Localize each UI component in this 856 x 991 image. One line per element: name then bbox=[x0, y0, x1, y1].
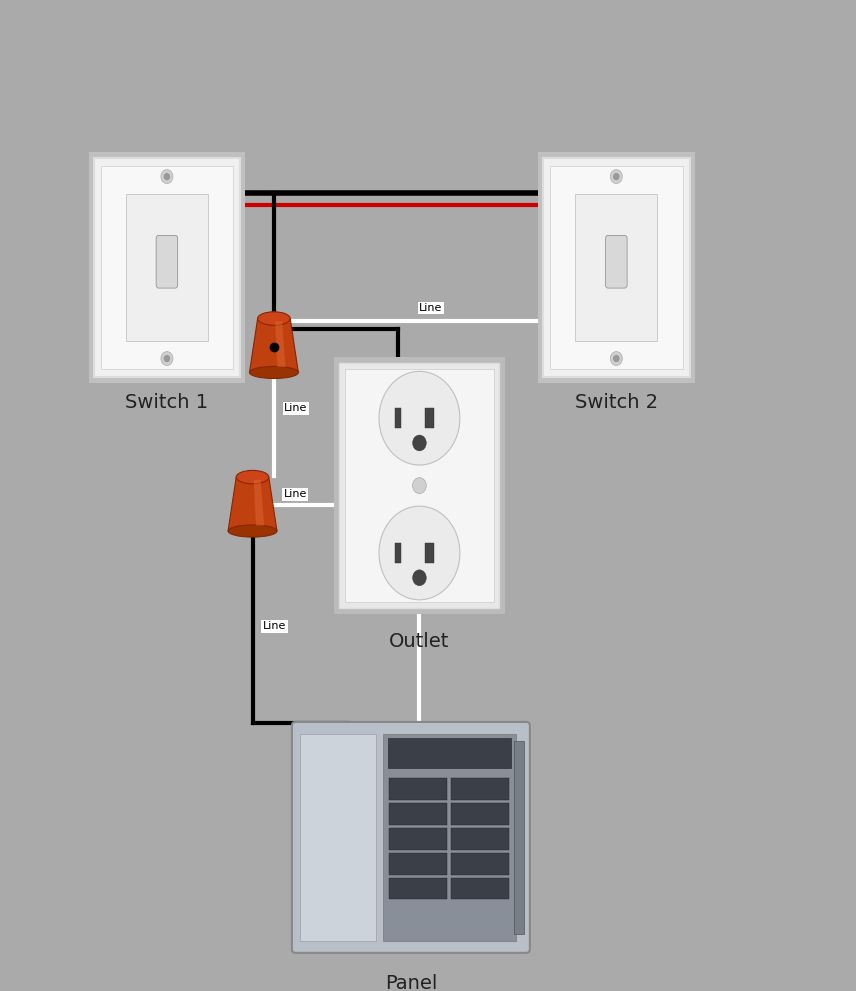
Polygon shape bbox=[228, 477, 277, 531]
Circle shape bbox=[413, 570, 426, 586]
Circle shape bbox=[379, 372, 460, 465]
Bar bbox=[395, 408, 401, 428]
Bar bbox=[425, 543, 433, 563]
Bar bbox=[126, 194, 208, 341]
Bar bbox=[425, 408, 433, 428]
FancyBboxPatch shape bbox=[543, 159, 689, 378]
Bar bbox=[451, 827, 509, 849]
Bar bbox=[389, 827, 448, 849]
Text: Switch 2: Switch 2 bbox=[574, 393, 658, 412]
Circle shape bbox=[614, 173, 619, 179]
Bar bbox=[389, 852, 448, 874]
Text: Line: Line bbox=[419, 303, 443, 313]
Circle shape bbox=[610, 169, 622, 183]
Text: Line: Line bbox=[283, 490, 307, 499]
FancyBboxPatch shape bbox=[89, 153, 245, 384]
Circle shape bbox=[164, 356, 169, 362]
Circle shape bbox=[413, 435, 426, 451]
Bar bbox=[389, 779, 448, 801]
Text: Outlet: Outlet bbox=[389, 632, 449, 651]
Bar bbox=[383, 733, 516, 941]
Bar bbox=[451, 779, 509, 801]
Circle shape bbox=[614, 356, 619, 362]
FancyBboxPatch shape bbox=[334, 358, 504, 613]
Circle shape bbox=[379, 506, 460, 600]
Bar bbox=[514, 741, 524, 934]
Bar bbox=[389, 878, 448, 900]
Polygon shape bbox=[275, 321, 286, 367]
FancyBboxPatch shape bbox=[605, 235, 627, 288]
Ellipse shape bbox=[228, 525, 277, 537]
Bar bbox=[101, 166, 233, 370]
Bar bbox=[300, 733, 376, 941]
FancyBboxPatch shape bbox=[538, 153, 694, 384]
FancyBboxPatch shape bbox=[94, 159, 240, 378]
Text: Switch 1: Switch 1 bbox=[125, 393, 209, 412]
Ellipse shape bbox=[258, 312, 290, 325]
Circle shape bbox=[161, 169, 173, 183]
Polygon shape bbox=[249, 318, 299, 373]
Bar bbox=[395, 543, 401, 563]
Bar bbox=[550, 166, 683, 370]
Bar bbox=[344, 370, 494, 602]
Ellipse shape bbox=[236, 471, 269, 484]
Circle shape bbox=[413, 478, 426, 494]
Circle shape bbox=[610, 352, 622, 366]
Ellipse shape bbox=[249, 367, 299, 379]
FancyBboxPatch shape bbox=[339, 364, 499, 607]
FancyBboxPatch shape bbox=[292, 721, 530, 953]
Bar bbox=[389, 737, 511, 767]
Text: Panel: Panel bbox=[384, 974, 437, 991]
Bar bbox=[575, 194, 657, 341]
Text: Line: Line bbox=[284, 403, 307, 413]
Polygon shape bbox=[253, 480, 265, 525]
Bar bbox=[451, 803, 509, 825]
FancyBboxPatch shape bbox=[156, 235, 178, 288]
Bar bbox=[389, 803, 448, 825]
Bar bbox=[451, 878, 509, 900]
Text: Line: Line bbox=[263, 621, 286, 631]
Circle shape bbox=[164, 173, 169, 179]
Bar bbox=[451, 852, 509, 874]
Circle shape bbox=[161, 352, 173, 366]
